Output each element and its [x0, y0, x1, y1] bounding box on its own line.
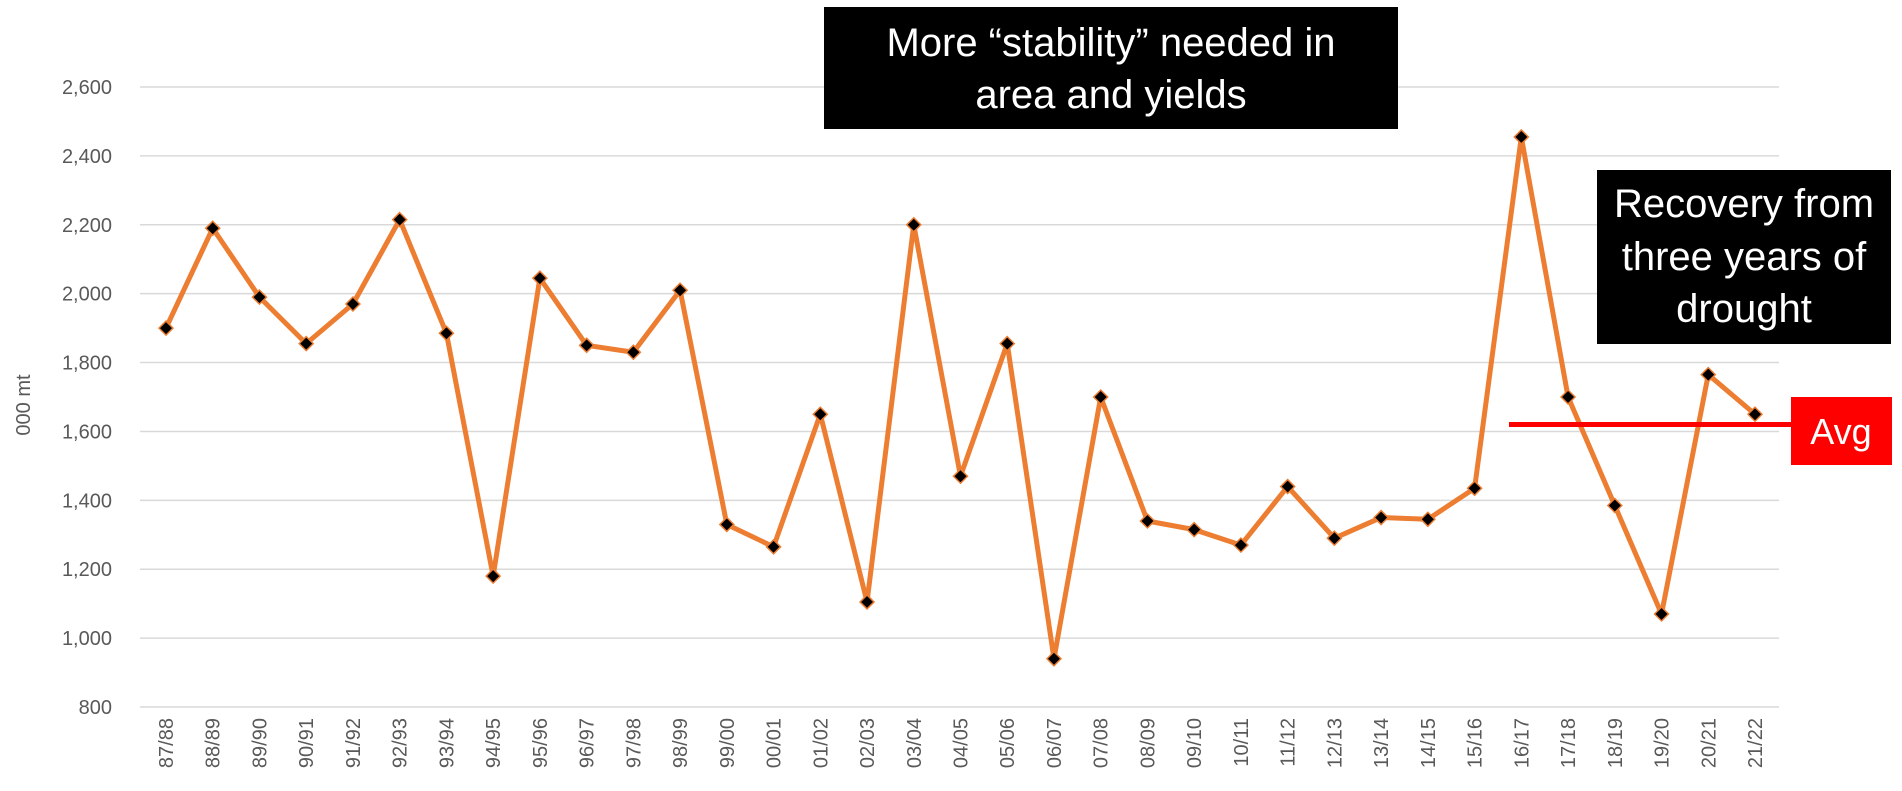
x-tick-label: 14/15 — [1418, 718, 1440, 768]
data-point-marker — [765, 538, 782, 555]
x-tick-label: 87/88 — [156, 718, 178, 768]
y-tick-label: 1,400 — [62, 490, 112, 512]
x-tick-label: 17/18 — [1558, 718, 1580, 768]
data-point-marker — [485, 568, 502, 585]
x-tick-label: 97/98 — [623, 718, 645, 768]
annotation-stability-line-1: More “stability” needed in — [886, 21, 1335, 65]
y-tick-label: 800 — [79, 697, 112, 719]
x-tick-label: 03/04 — [904, 718, 926, 768]
y-tick-label: 2,600 — [62, 77, 112, 99]
data-point-marker — [298, 335, 315, 352]
series-line — [157, 128, 1764, 667]
data-point-marker — [625, 344, 642, 361]
annotation-recovery: Recovery from three years of drought — [1597, 170, 1891, 344]
x-tick-label: 99/00 — [717, 718, 739, 768]
x-tick-label: 95/96 — [530, 718, 552, 768]
average-label-box — [1791, 397, 1892, 465]
y-tick-label: 1,800 — [62, 353, 112, 375]
data-point-marker — [905, 216, 922, 233]
x-tick-label: 07/08 — [1091, 718, 1113, 768]
data-point-marker — [1653, 605, 1670, 623]
data-point-marker — [391, 211, 408, 228]
y-tick-label: 1,600 — [62, 421, 112, 443]
annotation-stability-box — [824, 7, 1398, 129]
series-polyline — [163, 134, 1757, 662]
x-tick-label: 00/01 — [764, 718, 786, 768]
data-point-marker — [1139, 512, 1156, 530]
annotation-recovery-line-1: Recovery from — [1614, 182, 1874, 226]
x-tick-label: 06/07 — [1044, 718, 1066, 768]
average-label: Avg — [1791, 397, 1892, 465]
y-tick-label: 2,000 — [62, 284, 112, 306]
x-axis-ticks: 87/88 88/89 89/90 90/91 91/92 92/93 93/94 94/95… — [156, 718, 1767, 768]
x-tick-label: 94/95 — [483, 718, 505, 768]
x-tick-label: 19/20 — [1652, 718, 1674, 768]
data-point-marker — [1513, 128, 1530, 146]
data-point-marker — [672, 282, 689, 299]
x-tick-label: 01/02 — [810, 718, 832, 768]
y-tick-label: 1,000 — [62, 628, 112, 650]
data-point-marker — [1326, 530, 1343, 547]
annotation-stability: More “stability” needed in area and yiel… — [824, 7, 1398, 129]
data-point-marker — [1559, 388, 1577, 406]
data-point-marker — [858, 593, 876, 611]
data-point-marker — [812, 406, 829, 423]
x-tick-label: 13/14 — [1371, 718, 1393, 768]
x-tick-label: 12/13 — [1324, 718, 1346, 768]
x-tick-label: 08/09 — [1137, 718, 1159, 768]
data-point-marker — [1232, 537, 1249, 554]
x-tick-label: 90/91 — [296, 718, 318, 768]
x-tick-label: 10/11 — [1231, 718, 1253, 767]
x-tick-label: 92/93 — [390, 718, 412, 768]
annotation-stability-line-2: area and yields — [975, 73, 1246, 117]
annotation-recovery-box — [1597, 170, 1891, 344]
gridlines — [140, 86, 1779, 708]
data-point-marker — [1466, 480, 1483, 497]
data-point-marker — [157, 320, 175, 337]
x-tick-label: 11/12 — [1278, 718, 1300, 767]
data-point-marker — [1045, 650, 1063, 667]
y-tick-label: 2,400 — [62, 146, 112, 168]
data-point-marker — [1373, 509, 1390, 526]
x-tick-label: 05/06 — [997, 718, 1019, 768]
x-tick-label: 93/94 — [436, 718, 458, 768]
data-point-marker — [1186, 521, 1203, 538]
average-label-text: Avg — [1810, 411, 1871, 452]
x-tick-label: 02/03 — [857, 718, 879, 768]
data-point-marker — [1746, 406, 1764, 423]
annotation-recovery-line-2: three years of — [1622, 235, 1867, 279]
data-point-marker — [1419, 511, 1436, 528]
data-point-marker — [1279, 478, 1296, 495]
data-point-marker — [251, 289, 268, 306]
data-point-marker — [1700, 366, 1717, 383]
y-tick-label: 2,200 — [62, 215, 112, 237]
data-point-marker — [1092, 388, 1109, 406]
x-tick-label: 16/17 — [1511, 718, 1533, 768]
data-point-marker — [531, 270, 548, 287]
x-tick-label: 18/19 — [1605, 718, 1627, 768]
data-point-marker — [438, 325, 455, 342]
x-tick-label: 20/21 — [1698, 718, 1720, 768]
x-tick-label: 21/22 — [1745, 718, 1767, 768]
x-tick-label: 98/99 — [670, 718, 692, 768]
data-point-marker — [1606, 497, 1623, 514]
x-tick-label: 96/97 — [577, 718, 599, 768]
annotation-recovery-line-3: drought — [1676, 287, 1812, 331]
data-point-marker — [718, 516, 735, 533]
y-axis-ticks: 800 1,000 1,200 1,400 1,600 1,800 2,000 2,200 2,… — [62, 77, 112, 719]
x-tick-label: 88/89 — [203, 718, 225, 768]
x-tick-label: 09/10 — [1184, 718, 1206, 768]
data-point-marker — [999, 335, 1016, 352]
data-point-marker — [952, 468, 969, 485]
data-point-marker — [578, 337, 595, 354]
y-tick-label: 1,200 — [62, 559, 112, 581]
y-axis-label: 000 mt — [13, 374, 35, 436]
data-point-marker — [204, 220, 221, 237]
x-tick-label: 04/05 — [951, 718, 973, 768]
x-tick-label: 91/92 — [343, 718, 365, 768]
data-point-marker — [344, 295, 362, 313]
x-tick-label: 15/16 — [1465, 718, 1487, 768]
x-tick-label: 89/90 — [249, 718, 271, 768]
